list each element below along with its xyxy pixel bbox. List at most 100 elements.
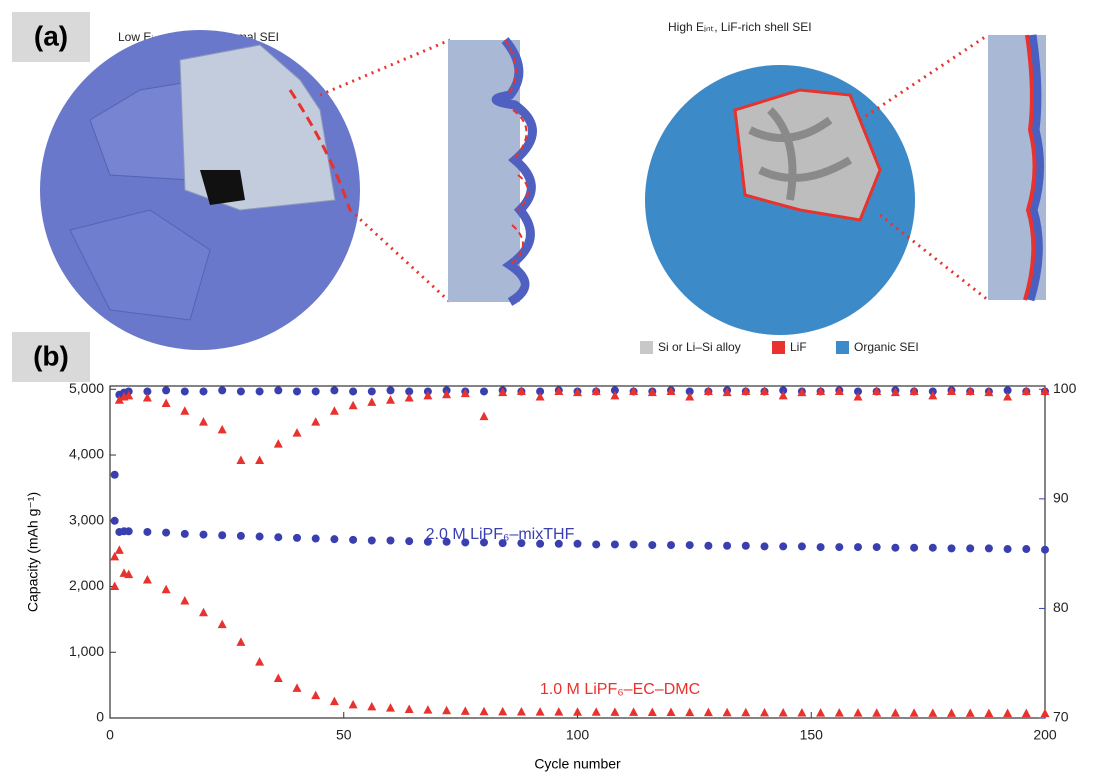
zoom-panel xyxy=(448,40,520,302)
data-point xyxy=(591,386,601,395)
data-point xyxy=(255,532,264,541)
data-point xyxy=(404,704,414,713)
data-point xyxy=(947,708,956,717)
data-point xyxy=(329,406,339,415)
right-particle xyxy=(645,65,915,335)
data-point xyxy=(114,395,124,404)
data-point xyxy=(218,531,227,540)
lif-edge xyxy=(504,39,529,266)
data-point xyxy=(909,708,919,717)
data-point xyxy=(161,584,171,594)
data-point xyxy=(349,387,358,396)
y-tick-label: 3,000 xyxy=(69,511,104,527)
data-point xyxy=(554,707,564,716)
data-point xyxy=(180,529,189,538)
data-point xyxy=(722,387,732,397)
annotation: 1.0 M LiPF₆–EC–DMC xyxy=(540,681,700,698)
data-point xyxy=(760,386,769,395)
data-point xyxy=(591,707,601,716)
data-point xyxy=(797,387,807,397)
panel-label-box xyxy=(12,12,90,62)
legend-swatch xyxy=(772,341,785,354)
data-point xyxy=(461,538,470,547)
y-tick-label: 0 xyxy=(96,709,104,725)
y-tick-label: 1,000 xyxy=(69,643,104,659)
legend-label: LiF xyxy=(790,340,807,354)
data-point xyxy=(666,707,676,717)
data-point xyxy=(928,708,938,717)
data-point xyxy=(311,690,321,700)
data-point xyxy=(685,707,695,717)
data-point xyxy=(890,387,900,397)
data-point xyxy=(199,417,208,426)
data-point xyxy=(872,543,881,552)
zoom-line xyxy=(859,33,989,122)
data-point xyxy=(573,539,582,548)
x-axis-label: Cycle number xyxy=(534,756,621,772)
data-point xyxy=(965,386,975,395)
data-point xyxy=(854,387,862,396)
data-point xyxy=(965,708,975,717)
data-point xyxy=(330,535,339,544)
data-point xyxy=(685,387,694,396)
annotation: 2.0 M LiPF₆–mixTHF xyxy=(426,526,575,543)
data-point xyxy=(516,706,526,716)
data-point xyxy=(330,386,339,395)
data-point xyxy=(1003,545,1012,554)
panel-label: (b) xyxy=(33,340,69,371)
data-point xyxy=(274,533,283,542)
y2-tick-label: 90 xyxy=(1053,490,1069,506)
data-point xyxy=(573,387,582,397)
data-point xyxy=(779,386,788,395)
data-point xyxy=(199,607,208,617)
data-point xyxy=(405,387,414,396)
data-point xyxy=(704,541,713,550)
data-point xyxy=(255,657,265,666)
data-point xyxy=(648,541,657,550)
data-point xyxy=(255,387,264,396)
data-point xyxy=(516,386,526,395)
data-point xyxy=(610,540,619,549)
data-point xyxy=(142,574,152,584)
data-point xyxy=(536,539,545,548)
data-point xyxy=(816,543,825,552)
data-point xyxy=(1021,708,1031,718)
data-point xyxy=(928,390,938,400)
data-point xyxy=(110,551,120,561)
data-point xyxy=(890,708,900,717)
data-point xyxy=(293,387,301,396)
data-point xyxy=(834,708,844,717)
data-point xyxy=(442,705,452,715)
y-tick-label: 4,000 xyxy=(69,446,104,462)
data-point xyxy=(367,387,376,396)
data-point xyxy=(404,393,414,402)
data-point xyxy=(143,527,152,536)
data-point xyxy=(460,706,470,715)
data-point xyxy=(629,386,639,395)
zoom-line xyxy=(319,38,451,97)
data-point xyxy=(816,386,826,395)
data-point xyxy=(1021,386,1031,395)
data-point xyxy=(199,387,208,396)
data-point xyxy=(498,539,507,548)
data-point xyxy=(442,537,451,546)
plot-frame xyxy=(109,385,1046,719)
data-point xyxy=(1041,545,1049,554)
y-axis-label: Capacity (mAh g⁻¹) xyxy=(25,492,41,612)
data-point xyxy=(273,673,283,683)
data-point xyxy=(629,540,638,549)
data-point xyxy=(610,386,619,395)
y2-tick-label: 100 xyxy=(1053,380,1077,396)
data-point xyxy=(423,705,433,714)
left-particle xyxy=(40,30,360,350)
data-point xyxy=(255,455,265,465)
data-point xyxy=(311,417,321,426)
data-point xyxy=(114,545,124,554)
data-point xyxy=(984,708,994,717)
data-point xyxy=(910,543,919,552)
data-point xyxy=(217,619,227,629)
data-point xyxy=(1040,708,1050,718)
x-tick-label: 100 xyxy=(566,727,590,743)
data-point xyxy=(124,527,133,536)
x-tick-label: 0 xyxy=(106,727,114,743)
